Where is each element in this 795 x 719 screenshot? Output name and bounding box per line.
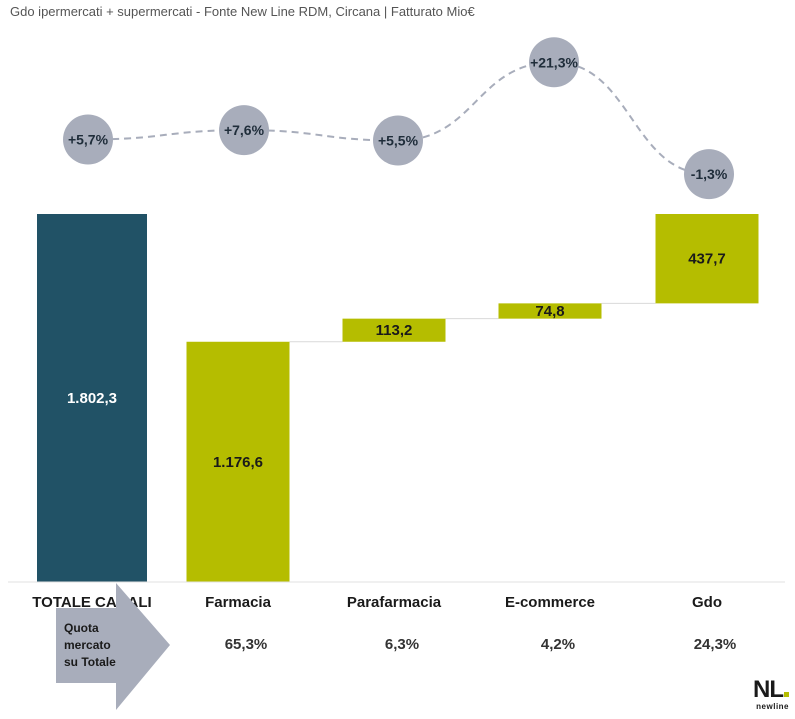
share-label-line-1: Quota (64, 621, 99, 635)
growth-label: +5,5% (378, 132, 419, 148)
growth-trend-line (87, 61, 710, 176)
growth-label: +21,3% (530, 54, 578, 70)
share-value: 4,2% (540, 636, 576, 653)
category-label: Gdo (692, 594, 722, 611)
bar-value-label: 1.802,3 (67, 390, 117, 407)
logo-text: newline (756, 702, 789, 711)
newline-logo: NL newline (749, 678, 789, 711)
share-value: 24,3% (693, 636, 737, 653)
growth-bubble (684, 149, 734, 200)
bar-value-label: 1.176,6 (213, 454, 263, 471)
category-label: E-commerce (504, 594, 596, 611)
growth-label: -1,3% (691, 166, 728, 182)
logo-mark: NL (749, 678, 789, 702)
growth-label: +5,7% (68, 132, 109, 148)
bar-gdo (655, 214, 759, 304)
category-label: Parafarmacia (346, 594, 442, 611)
bar-farmacia (186, 341, 290, 582)
growth-bubble (373, 115, 423, 166)
growth-bubble (63, 114, 113, 165)
bar-e-commerce (498, 303, 602, 319)
bar-value-label: 74,8 (535, 303, 564, 320)
bar-value-label: 113,2 (376, 322, 413, 339)
bar-value-label: 437,7 (688, 251, 726, 268)
share-label-line-2: mercato (64, 638, 111, 652)
growth-bubble (219, 105, 269, 156)
bar-totale-canali (37, 214, 147, 582)
category-label: Farmacia (205, 594, 271, 611)
share-value: 65,3% (224, 636, 268, 653)
bar-parafarmacia (342, 318, 446, 342)
share-value: 6,3% (384, 636, 420, 653)
share-row-label: Quota mercato su Totale (64, 620, 144, 671)
growth-bubble (529, 37, 579, 88)
chart-subtitle: Gdo ipermercati + supermercati - Fonte N… (10, 4, 475, 19)
share-label-line-3: su Totale (64, 655, 116, 669)
growth-label: +7,6% (224, 122, 265, 138)
